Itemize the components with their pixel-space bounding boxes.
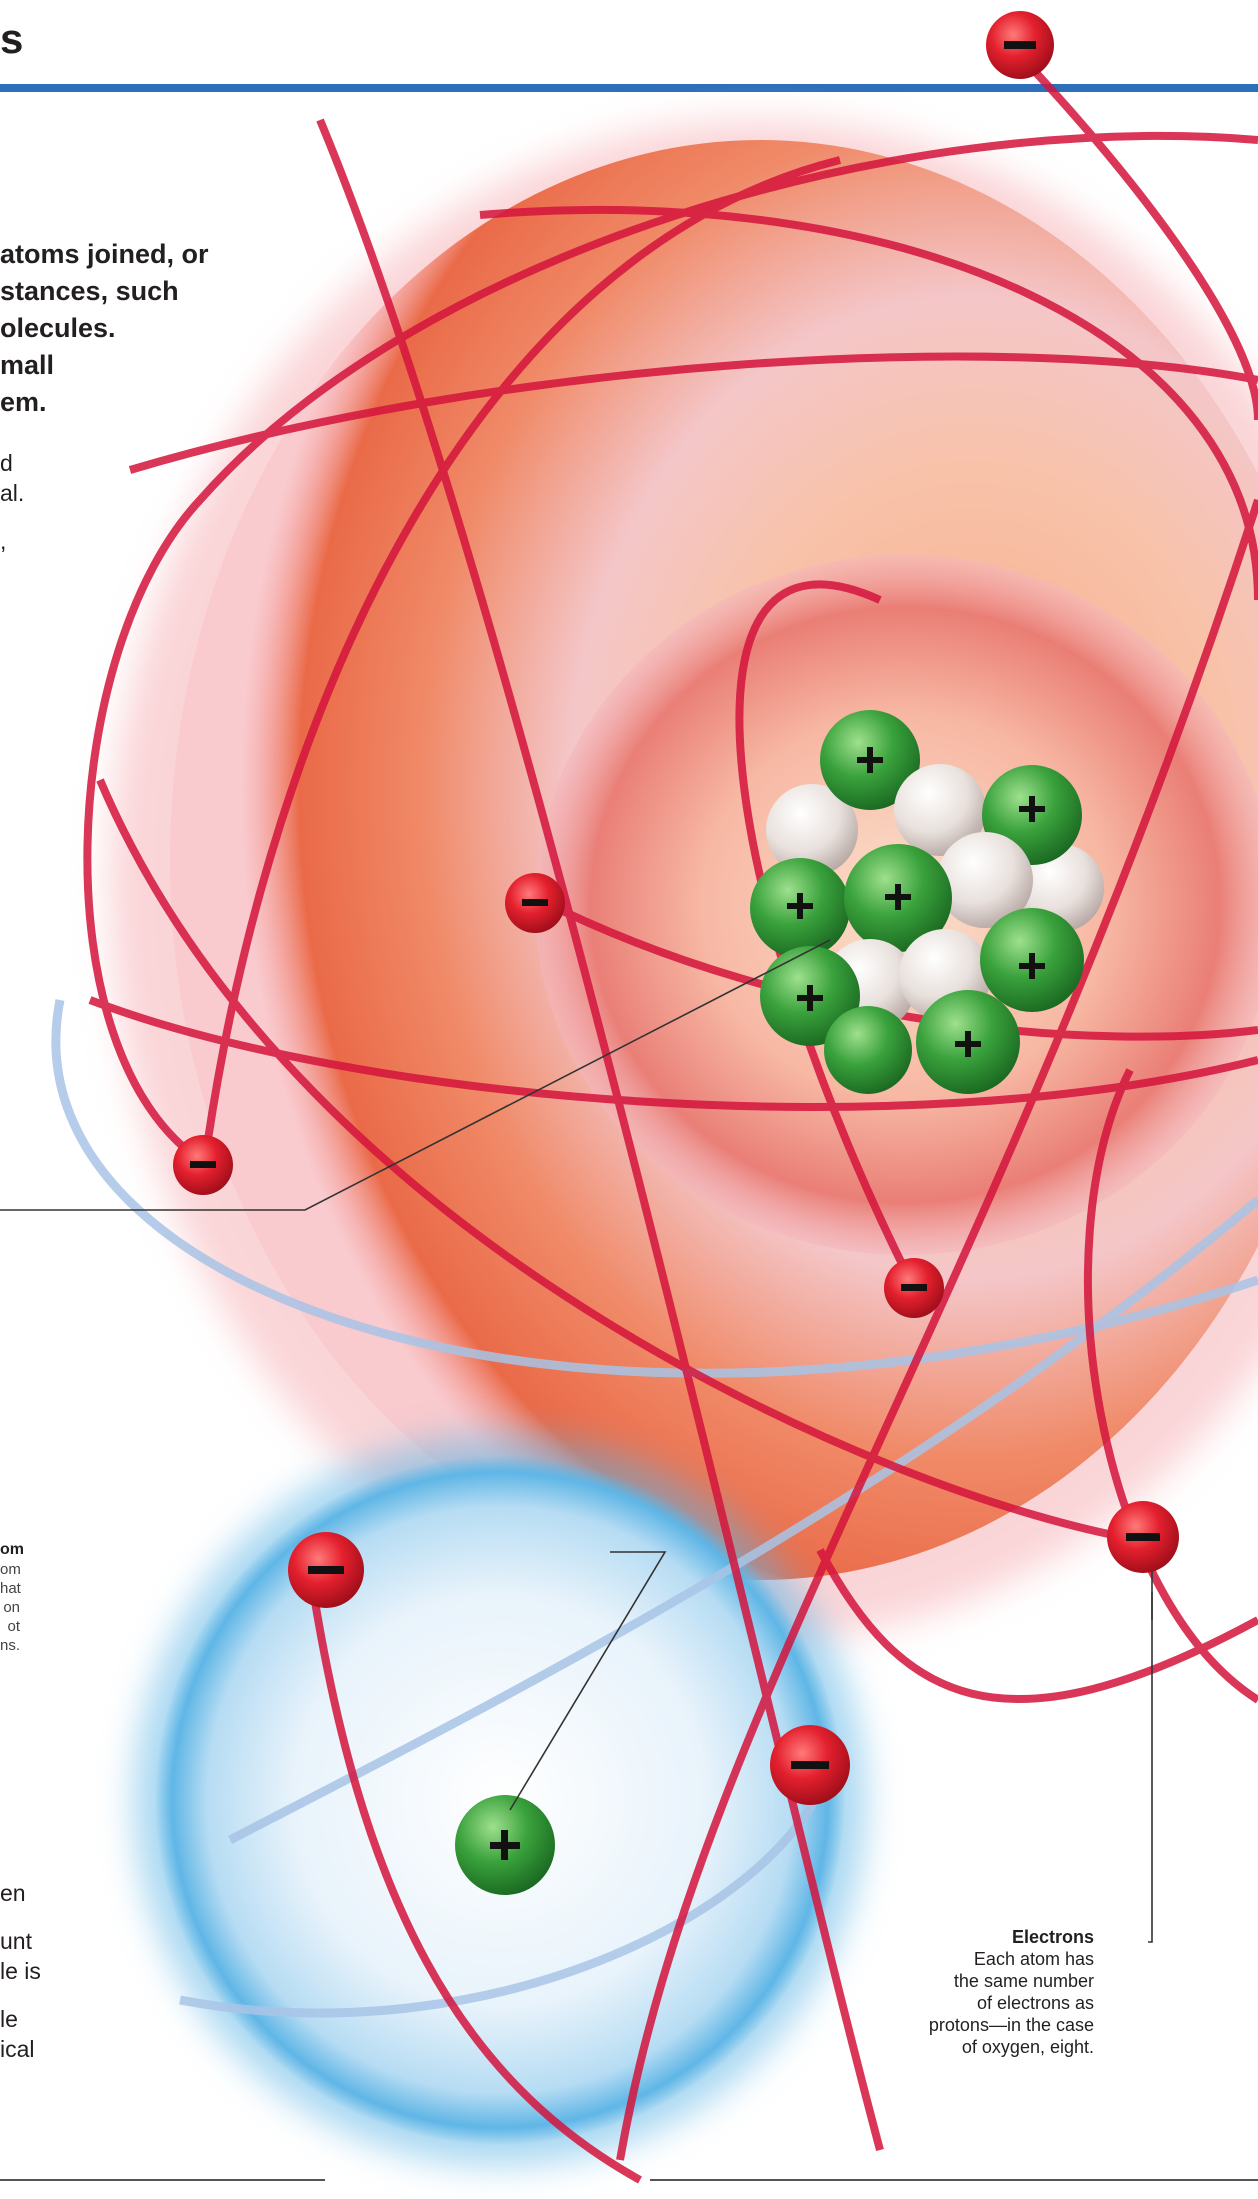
- electron: [288, 1532, 364, 1608]
- intro-line: em.: [0, 387, 47, 417]
- plus-sign-icon: [787, 747, 1045, 1057]
- body-line: [0, 1986, 41, 2004]
- intro-line: stances, such: [0, 276, 179, 306]
- body-line: d: [0, 450, 13, 476]
- body-line: en: [0, 1880, 26, 1906]
- electrons-caption-title: Electrons: [1011, 1927, 1094, 1947]
- hydrogen-caption-line: ns.: [0, 1637, 21, 1654]
- body-line: ,: [0, 528, 7, 554]
- body-text-bottom: en unt le is le ical: [0, 1878, 41, 2064]
- electron: [986, 11, 1054, 79]
- intro-line: mall: [0, 350, 55, 380]
- electron: [173, 1135, 233, 1195]
- body-line: le is: [0, 1958, 41, 1984]
- body-text-top: d al. ,: [0, 448, 24, 556]
- body-line: le: [0, 2006, 18, 2032]
- body-line: unt: [0, 1928, 32, 1954]
- body-line: al.: [0, 480, 25, 506]
- intro-line: olecules.: [0, 313, 116, 343]
- electron: [505, 873, 565, 933]
- body-line: [0, 1908, 41, 1926]
- hydrogen-proton: [455, 1795, 555, 1895]
- electrons-caption-line: Each atom has: [973, 1949, 1094, 1969]
- body-line: ical: [0, 2036, 35, 2062]
- neutron: [894, 764, 986, 856]
- electrons-caption-line: the same number: [953, 1971, 1094, 1991]
- proton: [824, 1006, 912, 1094]
- neutron: [937, 832, 1033, 928]
- electrons-caption-line: of oxygen, eight.: [961, 2037, 1094, 2057]
- hydrogen-caption-line: on: [3, 1599, 20, 1616]
- intro-line: atoms joined, or: [0, 239, 209, 269]
- hydrogen-caption: om om hat on ot ns.: [0, 1540, 24, 1655]
- page-title: s: [0, 15, 24, 62]
- hydrogen-caption-line: ot: [7, 1618, 20, 1635]
- electrons-caption: Electrons Each atom has the same number …: [929, 1926, 1094, 2058]
- leader-lines: [0, 939, 1153, 1943]
- oxygen-orbits: [83, 42, 1258, 2184]
- header-rule: [0, 84, 1258, 92]
- electron: [1107, 1501, 1179, 1573]
- hydrogen-caption-line: hat: [0, 1580, 21, 1597]
- body-line: [0, 508, 24, 526]
- oxygen-atom: [110, 120, 1258, 1640]
- neutron: [766, 784, 858, 876]
- electron: [770, 1725, 850, 1805]
- oxygen-nucleus: [750, 710, 1104, 1094]
- electron: [884, 1258, 944, 1318]
- hydrogen-caption-line: om: [0, 1561, 21, 1578]
- electrons: [173, 11, 1179, 1805]
- hydrogen-caption-title: om: [0, 1541, 24, 1558]
- intro-text: atoms joined, or stances, such olecules.…: [0, 236, 209, 421]
- electrons-caption-line: of electrons as: [976, 1993, 1094, 2013]
- electrons-caption-line: protons—in the case: [928, 2015, 1094, 2035]
